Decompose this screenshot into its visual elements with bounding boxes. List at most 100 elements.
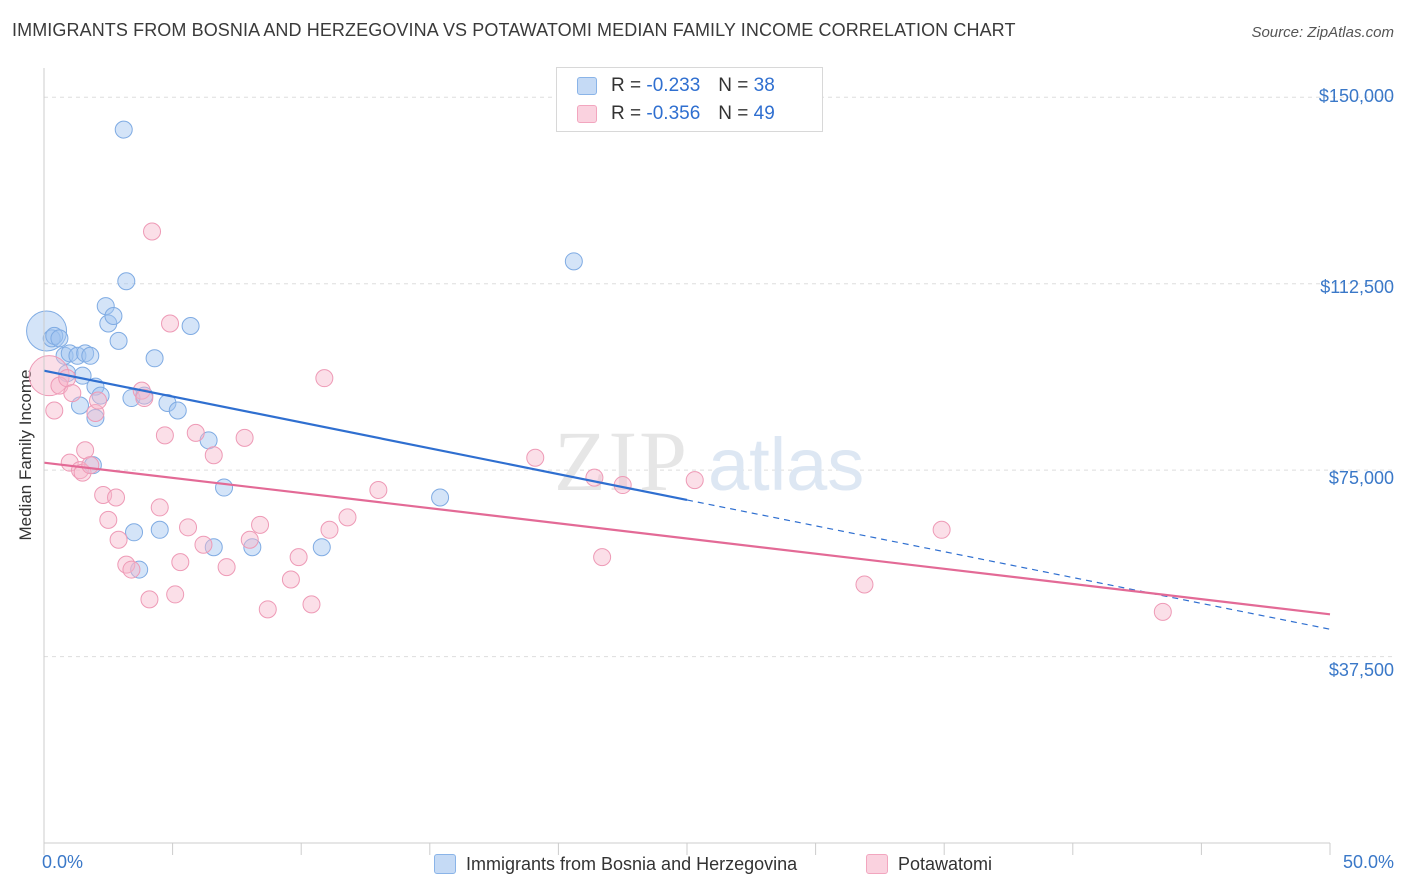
bosnia-point-0 xyxy=(26,310,68,352)
potawatomi-point-34 xyxy=(251,515,270,534)
potawatomi-point-33 xyxy=(240,530,259,549)
potawatomi-point-11 xyxy=(89,391,108,410)
trend-lines xyxy=(43,369,1331,630)
source-label: Source: ZipAtlas.com xyxy=(1251,24,1394,41)
bosnia-point-26 xyxy=(145,349,164,368)
bosnia-point-4 xyxy=(55,346,74,365)
x-tick-min: 0.0% xyxy=(42,852,84,872)
potawatomi-trend-line xyxy=(43,461,1331,616)
potawatomi-point-43 xyxy=(526,448,545,467)
potawatomi-point-22 xyxy=(150,498,169,517)
potawatomi-point-16 xyxy=(117,555,136,574)
potawatomi-point-35 xyxy=(258,600,277,619)
bosnia-point-18 xyxy=(104,307,123,326)
potawatomi-point-3 xyxy=(58,369,77,388)
bosnia-point-10 xyxy=(81,346,100,365)
gridlines xyxy=(44,96,1394,658)
legend-swatch-bosnia xyxy=(434,854,456,874)
potawatomi-point-37 xyxy=(289,548,308,567)
potawatomi-point-36 xyxy=(281,570,300,589)
potawatomi-point-38 xyxy=(302,595,321,614)
potawatomi-point-48 xyxy=(855,575,874,594)
bosnia-point-36 xyxy=(564,252,583,271)
bosnia-point-19 xyxy=(109,331,128,350)
x-tick-max: 50.0% xyxy=(1342,852,1394,872)
r-label: R = xyxy=(611,75,642,96)
potawatomi-point-29 xyxy=(194,535,213,554)
bosnia-point-32 xyxy=(204,538,223,557)
bosnia-point-1 xyxy=(42,329,61,348)
potawatomi-point-25 xyxy=(166,585,185,604)
legend-item-bosnia[interactable]: Immigrants from Bosnia and Herzegovina xyxy=(434,852,797,876)
watermark-atlas: atlas xyxy=(708,423,864,506)
legend-item-potawatomi[interactable]: Potawatomi xyxy=(866,852,992,876)
potawatomi-point-8 xyxy=(76,441,95,460)
potawatomi-point-50 xyxy=(1153,602,1172,621)
bosnia-point-24 xyxy=(125,523,144,542)
legend-label-bosnia: Immigrants from Bosnia and Herzegovina xyxy=(466,853,798,874)
bosnia-point-16 xyxy=(96,297,115,316)
potawatomi-point-26 xyxy=(171,553,190,572)
bosnia-point-14 xyxy=(91,386,110,405)
bosnia-point-30 xyxy=(181,316,200,335)
bosnia-point-33 xyxy=(215,478,234,497)
y-tick-37500: $37,500 xyxy=(1328,660,1394,680)
stats-row-bosnia: R = -0.233 N = 38 xyxy=(577,73,775,99)
swatch-bosnia xyxy=(577,77,597,95)
potawatomi-point-39 xyxy=(315,369,334,388)
potawatomi-point-9 xyxy=(81,456,100,475)
bosnia-point-20 xyxy=(117,272,136,291)
potawatomi-point-40 xyxy=(320,520,339,539)
r-label: R = xyxy=(611,103,642,124)
potawatomi-point-45 xyxy=(593,548,612,567)
potawatomi-point-19 xyxy=(135,389,154,408)
n-label: N = xyxy=(718,103,749,124)
bosnia-point-9 xyxy=(76,344,95,363)
data-points xyxy=(26,120,1172,621)
potawatomi-point-47 xyxy=(685,471,704,490)
potawatomi-point-13 xyxy=(99,510,118,529)
stats-legend: R = -0.233 N = 38 R = -0.356 N = 49 xyxy=(556,67,823,132)
potawatomi-point-1 xyxy=(45,401,64,420)
n-label: N = xyxy=(718,75,749,96)
potawatomi-point-28 xyxy=(186,423,205,442)
potawatomi-point-20 xyxy=(143,222,162,241)
bosnia-point-2 xyxy=(45,326,64,345)
r-value: -0.233 xyxy=(646,75,701,96)
bosnia-point-35 xyxy=(312,538,331,557)
bosnia-trend-extension xyxy=(686,499,1331,630)
potawatomi-point-15 xyxy=(109,530,128,549)
bosnia-point-15 xyxy=(86,408,105,427)
bosnia-point-29 xyxy=(168,401,187,420)
n-value: 38 xyxy=(753,75,775,96)
y-tick-150000: $150,000 xyxy=(1318,86,1394,106)
potawatomi-point-27 xyxy=(179,518,198,537)
stats-row-potawatomi: R = -0.356 N = 49 xyxy=(577,101,775,127)
potawatomi-point-32 xyxy=(235,428,254,447)
watermark-zip: ZIP xyxy=(554,413,689,509)
chart-title: IMMIGRANTS FROM BOSNIA AND HERZEGOVINA V… xyxy=(12,20,1016,40)
n-value: 49 xyxy=(753,103,775,124)
potawatomi-point-14 xyxy=(107,488,126,507)
bosnia-point-3 xyxy=(50,329,69,348)
swatch-potawatomi xyxy=(577,105,597,123)
potawatomi-point-23 xyxy=(155,426,174,445)
bosnia-point-37 xyxy=(431,488,450,507)
y-tick-112500: $112,500 xyxy=(1320,277,1394,297)
potawatomi-point-41 xyxy=(338,508,357,527)
potawatomi-point-17 xyxy=(122,560,141,579)
potawatomi-point-31 xyxy=(217,558,236,577)
bosnia-trend-line xyxy=(43,369,688,502)
potawatomi-point-42 xyxy=(369,481,388,500)
bosnia-point-21 xyxy=(114,120,133,139)
potawatomi-point-30 xyxy=(204,446,223,465)
bosnia-point-27 xyxy=(150,520,169,539)
potawatomi-point-21 xyxy=(140,590,159,609)
bosnia-point-34 xyxy=(243,538,262,557)
axes xyxy=(43,68,1331,855)
potawatomi-point-49 xyxy=(932,520,951,539)
legend-swatch-potawatomi xyxy=(866,854,888,874)
potawatomi-point-24 xyxy=(161,314,180,333)
y-tick-75000: $75,000 xyxy=(1328,468,1394,488)
